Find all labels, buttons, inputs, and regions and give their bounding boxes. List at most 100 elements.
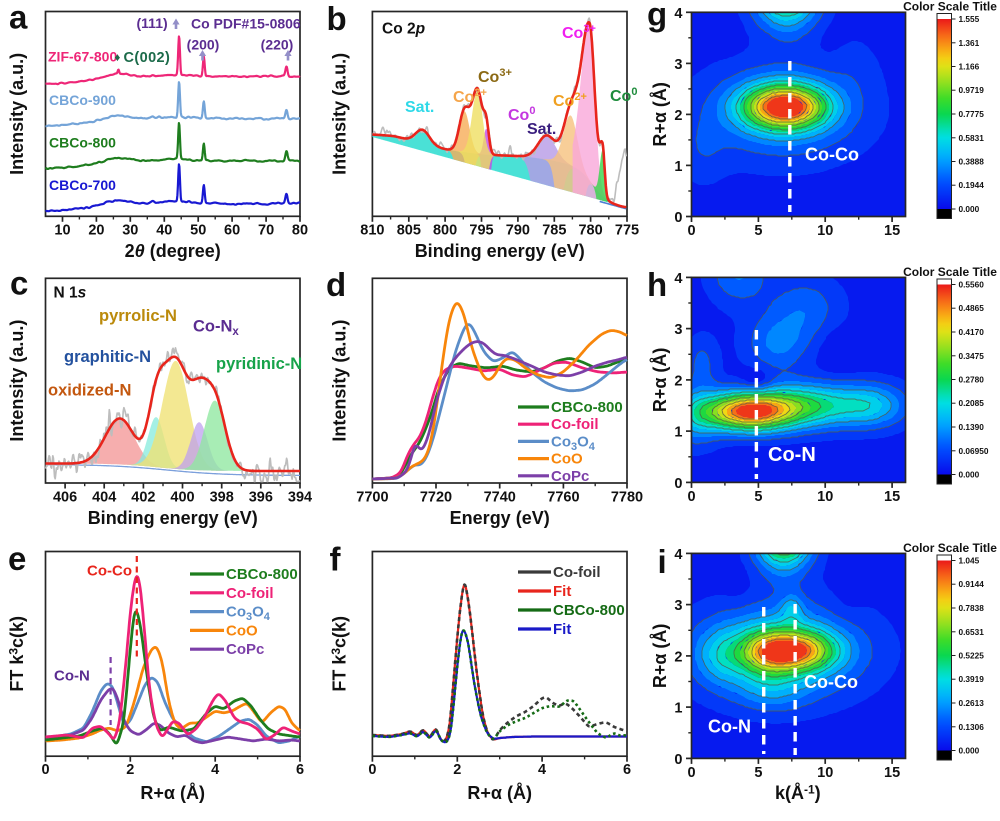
svg-text:Co-foil: Co-foil bbox=[553, 564, 600, 581]
svg-text:CoPc: CoPc bbox=[226, 641, 264, 658]
svg-text:2: 2 bbox=[674, 373, 682, 389]
svg-text:7720: 7720 bbox=[420, 490, 452, 506]
svg-text:0.5831: 0.5831 bbox=[959, 133, 985, 143]
svg-text:0.6531: 0.6531 bbox=[959, 627, 985, 637]
svg-text:CBCo-800: CBCo-800 bbox=[49, 135, 116, 151]
svg-text:(200): (200) bbox=[187, 37, 220, 53]
svg-text:graphitic-N: graphitic-N bbox=[64, 348, 151, 366]
svg-text:h: h bbox=[647, 266, 667, 303]
svg-text:Co-foil: Co-foil bbox=[551, 416, 598, 433]
svg-text:406: 406 bbox=[53, 490, 77, 506]
svg-text:775: 775 bbox=[615, 223, 639, 239]
svg-text:0.000: 0.000 bbox=[959, 204, 980, 214]
svg-text:0.9719: 0.9719 bbox=[959, 85, 985, 95]
svg-text:Co-Co: Co-Co bbox=[805, 145, 859, 165]
svg-text:30: 30 bbox=[122, 223, 138, 239]
svg-text:0.2780: 0.2780 bbox=[959, 375, 985, 385]
svg-text:Intensity (a.u.): Intensity (a.u.) bbox=[7, 53, 27, 175]
svg-text:0.9144: 0.9144 bbox=[959, 579, 985, 589]
svg-text:Intensity (a.u.): Intensity (a.u.) bbox=[7, 320, 27, 442]
svg-text:(111): (111) bbox=[137, 15, 168, 31]
svg-text:2θ (degree): 2θ (degree) bbox=[125, 241, 221, 261]
svg-text:0: 0 bbox=[687, 765, 695, 781]
svg-text:810: 810 bbox=[360, 223, 384, 239]
svg-text:6: 6 bbox=[296, 762, 304, 778]
svg-text:b: b bbox=[327, 0, 347, 37]
svg-text:Intensity (a.u.): Intensity (a.u.) bbox=[330, 53, 350, 175]
svg-text:CBCo-700: CBCo-700 bbox=[49, 177, 116, 193]
svg-text:Co3O4: Co3O4 bbox=[551, 433, 596, 453]
svg-text:R+α (Å): R+α (Å) bbox=[140, 783, 205, 803]
svg-text:0: 0 bbox=[687, 223, 695, 239]
svg-text:3: 3 bbox=[674, 598, 682, 614]
svg-text:Co0: Co0 bbox=[610, 86, 637, 105]
svg-text:2: 2 bbox=[674, 649, 682, 665]
svg-text:R+α (Å): R+α (Å) bbox=[467, 783, 532, 803]
svg-text:a: a bbox=[9, 0, 28, 36]
svg-text:0.000: 0.000 bbox=[959, 470, 980, 480]
svg-text:pyrrolic-N: pyrrolic-N bbox=[99, 307, 177, 325]
svg-text:2: 2 bbox=[126, 762, 134, 778]
svg-text:CBCo-900: CBCo-900 bbox=[49, 92, 116, 108]
svg-text:4: 4 bbox=[674, 547, 682, 563]
svg-text:R+α (Å): R+α (Å) bbox=[650, 82, 670, 147]
svg-text:Co-N: Co-N bbox=[768, 444, 816, 466]
svg-text:1: 1 bbox=[674, 159, 682, 175]
svg-text:Co-Co: Co-Co bbox=[87, 563, 132, 580]
svg-text:0.2085: 0.2085 bbox=[959, 398, 985, 408]
svg-text:15: 15 bbox=[884, 489, 900, 505]
svg-text:404: 404 bbox=[92, 490, 116, 506]
svg-text:10: 10 bbox=[54, 223, 70, 239]
svg-text:50: 50 bbox=[190, 223, 206, 239]
svg-text:4: 4 bbox=[674, 271, 682, 287]
svg-text:e: e bbox=[8, 540, 26, 577]
svg-text:Intensity (a.u.): Intensity (a.u.) bbox=[330, 320, 350, 442]
svg-text:Co PDF#15-0806: Co PDF#15-0806 bbox=[191, 16, 301, 32]
svg-text:CBCo-800: CBCo-800 bbox=[553, 602, 625, 619]
svg-text:40: 40 bbox=[156, 223, 172, 239]
svg-text:Color Scale Title: Color Scale Title bbox=[903, 265, 997, 279]
svg-text:20: 20 bbox=[88, 223, 104, 239]
svg-text:790: 790 bbox=[506, 223, 530, 239]
svg-text:1.166: 1.166 bbox=[959, 62, 980, 72]
svg-text:0.000: 0.000 bbox=[959, 746, 980, 756]
svg-text:R+α (Å): R+α (Å) bbox=[650, 624, 670, 689]
svg-text:70: 70 bbox=[258, 223, 274, 239]
svg-text:Binding energy (eV): Binding energy (eV) bbox=[88, 508, 258, 528]
svg-text:5: 5 bbox=[754, 489, 762, 505]
svg-text:CBCo-800: CBCo-800 bbox=[226, 566, 298, 583]
svg-text:1: 1 bbox=[674, 701, 682, 717]
svg-text:CoO: CoO bbox=[226, 622, 258, 639]
svg-text:d: d bbox=[326, 266, 346, 303]
svg-text:1.555: 1.555 bbox=[959, 14, 980, 24]
svg-text:60: 60 bbox=[224, 223, 240, 239]
svg-text:FT k3c(k): FT k3c(k) bbox=[7, 616, 28, 692]
svg-text:pyridinic-N: pyridinic-N bbox=[216, 355, 302, 373]
svg-text:0: 0 bbox=[368, 762, 376, 778]
svg-text:805: 805 bbox=[397, 223, 421, 239]
svg-text:800: 800 bbox=[433, 223, 457, 239]
svg-text:Co-N: Co-N bbox=[54, 668, 90, 685]
svg-text:CBCo-800: CBCo-800 bbox=[551, 399, 623, 416]
svg-text:400: 400 bbox=[170, 490, 194, 506]
svg-text:1: 1 bbox=[674, 425, 682, 441]
svg-text:7700: 7700 bbox=[356, 490, 388, 506]
svg-text:4: 4 bbox=[538, 762, 546, 778]
svg-text:0.06950: 0.06950 bbox=[959, 446, 989, 456]
svg-text:0: 0 bbox=[687, 489, 695, 505]
svg-text:Co-Co: Co-Co bbox=[804, 672, 858, 692]
svg-text:3: 3 bbox=[674, 322, 682, 338]
svg-text:Fit: Fit bbox=[553, 621, 571, 638]
svg-text:15: 15 bbox=[884, 765, 900, 781]
svg-text:FT k3c(k): FT k3c(k) bbox=[329, 616, 350, 692]
svg-text:1.361: 1.361 bbox=[959, 38, 980, 48]
svg-text:398: 398 bbox=[210, 490, 234, 506]
svg-text:10: 10 bbox=[817, 223, 833, 239]
svg-text:5: 5 bbox=[754, 223, 762, 239]
svg-text:402: 402 bbox=[131, 490, 155, 506]
svg-text:80: 80 bbox=[292, 223, 308, 239]
svg-text:0: 0 bbox=[674, 210, 682, 226]
svg-text:Fit: Fit bbox=[553, 583, 571, 600]
svg-text:i: i bbox=[658, 543, 667, 580]
svg-text:CoO: CoO bbox=[551, 451, 583, 468]
